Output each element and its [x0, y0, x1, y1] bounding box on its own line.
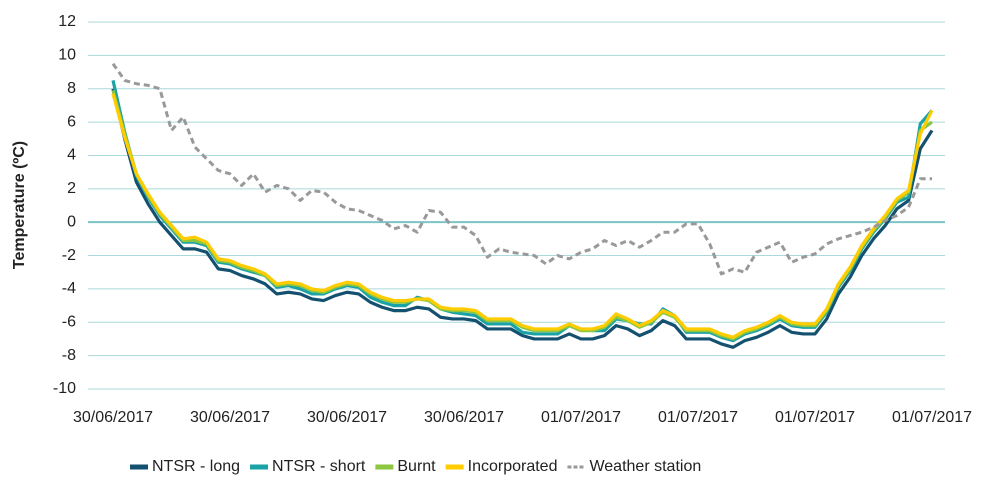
x-tick-label: 01/07/2017 [775, 409, 855, 426]
y-axis-label: Temperature (ºC) [11, 141, 28, 269]
series-line [111, 93, 934, 339]
y-tick-label: 4 [67, 147, 76, 164]
y-tick-label: 10 [58, 47, 76, 64]
legend-label: NTSR - long [152, 458, 240, 475]
series-line [111, 80, 934, 343]
series-line [111, 89, 933, 341]
legend-label: Weather station [589, 458, 701, 475]
x-tick-label: 01/07/2017 [541, 409, 621, 426]
y-tick-label: -2 [62, 247, 76, 264]
legend-label: Burnt [397, 458, 436, 475]
y-tick-label: -10 [53, 380, 76, 397]
y-tick-label: 12 [58, 13, 76, 30]
y-tick-label: -4 [62, 280, 76, 297]
x-tick-label: 30/06/2017 [307, 409, 387, 426]
x-tick-label: 01/07/2017 [658, 409, 738, 426]
x-tick-label: 01/07/2017 [892, 409, 972, 426]
y-tick-label: -8 [62, 347, 76, 364]
y-tick-label: 8 [67, 80, 76, 97]
legend-label: Incorporated [468, 458, 558, 475]
legend-label: NTSR - short [272, 458, 366, 475]
series-line [111, 88, 934, 349]
series-line [111, 62, 932, 276]
y-tick-label: 0 [67, 213, 76, 230]
y-tick-label: -6 [62, 313, 76, 330]
y-tick-label: 6 [67, 113, 76, 130]
x-tick-label: 30/06/2017 [190, 409, 270, 426]
x-tick-label: 30/06/2017 [424, 409, 504, 426]
y-tick-label: 2 [67, 180, 76, 197]
x-tick-label: 30/06/2017 [73, 409, 153, 426]
